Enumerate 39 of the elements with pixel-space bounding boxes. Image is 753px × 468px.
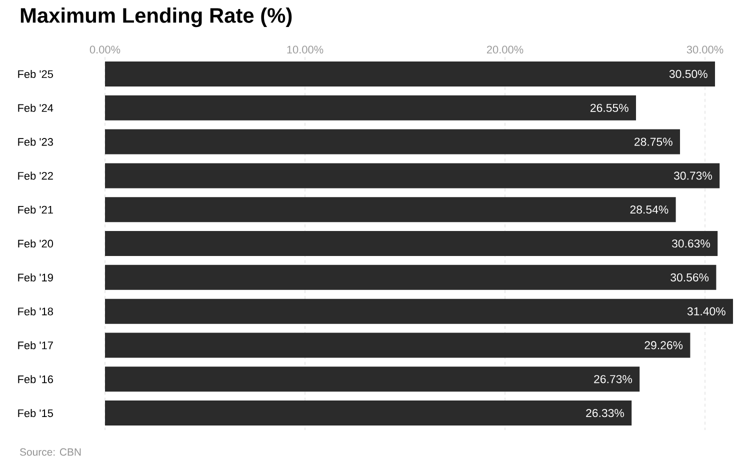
bar [105,163,720,188]
bar [105,400,632,426]
y-tick-label: Feb '18 [18,307,53,316]
bar [105,264,716,290]
y-tick-label: Feb '19 [18,273,53,282]
x-tick-label: 20.00% [486,46,524,54]
y-tick-label: Feb '16 [18,375,53,384]
y-tick-label: Feb '24 [18,104,54,112]
y-tick-label: Feb '22 [18,172,53,180]
bar [105,231,718,256]
data-label: 30.50% [669,70,708,78]
y-tick-label: Feb '23 [18,138,53,146]
bar [105,298,734,324]
data-label: 28.75% [634,138,672,146]
data-label: 30.73% [674,172,712,180]
data-label: 28.54% [630,206,668,214]
y-tick-label: Feb '15 [18,409,53,418]
bar [105,129,680,154]
chart-title: Maximum Lending Rate (%) [20,8,292,28]
bar [105,197,676,222]
data-label: 31.40% [687,307,726,316]
data-label: 26.33% [586,409,624,418]
x-tick-label: 30.00% [686,46,724,54]
y-tick-label: Feb '20 [18,239,54,248]
x-tick-label: 10.00% [287,46,324,54]
data-label: 30.63% [672,239,710,248]
bar [105,95,636,120]
x-tick-label: 0.00% [90,46,120,54]
bar [105,332,690,358]
y-tick-label: Feb '17 [18,341,53,350]
bar [105,61,716,86]
data-label: 30.56% [670,273,709,282]
source-note: Source: CBN [20,448,81,456]
data-label: 29.26% [644,341,683,350]
bar [105,366,640,392]
data-label: 26.73% [594,375,632,384]
y-tick-label: Feb '21 [18,206,53,214]
y-tick-label: Feb '25 [18,70,53,78]
data-label: 26.55% [590,104,628,112]
